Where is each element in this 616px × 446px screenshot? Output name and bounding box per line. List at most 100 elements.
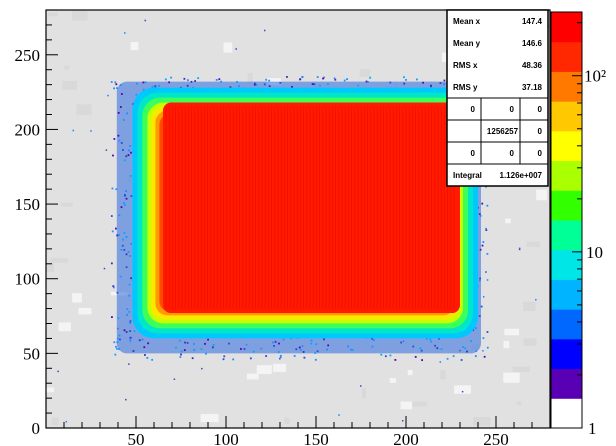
edge-speckle [119, 84, 122, 86]
edge-speckle [474, 355, 477, 358]
edge-speckle [191, 357, 194, 360]
edge-speckle [197, 77, 200, 80]
edge-speckle [466, 350, 468, 353]
noise-block [284, 417, 290, 424]
noise-block [46, 262, 55, 272]
stats-label: Mean x [453, 17, 481, 26]
edge-speckle [115, 345, 117, 348]
edge-speckle [475, 350, 478, 353]
edge-speckle [133, 330, 136, 333]
stats-value: 147.4 [522, 17, 543, 26]
edge-speckle [236, 81, 238, 83]
edge-speckle [220, 80, 223, 83]
noise-block [440, 369, 446, 380]
edge-speckle [403, 82, 406, 85]
stats-grid-cell: 0 [471, 105, 476, 114]
edge-speckle [223, 355, 226, 358]
edge-speckle [481, 202, 484, 205]
edge-speckle [483, 355, 486, 358]
edge-speckle [311, 83, 314, 86]
edge-speckle [193, 348, 196, 351]
palette-frame [550, 11, 583, 429]
palette-cell [551, 130, 582, 162]
edge-speckle [482, 241, 485, 243]
edge-speckle [110, 81, 113, 83]
edge-speckle [175, 346, 177, 349]
edge-speckle [117, 317, 120, 320]
noise-dot [124, 32, 126, 34]
edge-speckle [151, 358, 154, 361]
noise-block [516, 401, 522, 406]
noise-block [523, 338, 537, 346]
edge-speckle [186, 84, 189, 87]
noise-block [51, 417, 59, 426]
noise-dot [359, 385, 362, 387]
palette-cell [551, 398, 582, 429]
edge-speckle [135, 93, 138, 96]
noise-block [503, 341, 510, 349]
edge-speckle [394, 359, 397, 361]
edge-speckle [485, 271, 487, 273]
noise-block [246, 373, 259, 380]
edge-speckle [446, 357, 449, 360]
noise-block [473, 417, 491, 427]
palette-cell [551, 368, 582, 399]
edge-speckle [183, 349, 186, 352]
edge-speckle [438, 337, 440, 340]
edge-speckle [190, 80, 193, 83]
edge-speckle [194, 80, 197, 82]
edge-speckle [126, 314, 128, 316]
edge-speckle [122, 119, 125, 121]
edge-speckle [263, 83, 266, 86]
density-core [163, 102, 460, 314]
edge-speckle [268, 79, 271, 82]
edge-speckle [389, 81, 392, 84]
noise-block [407, 369, 413, 376]
edge-speckle [121, 149, 124, 151]
edge-speckle [252, 350, 255, 353]
edge-speckle [187, 79, 189, 82]
edge-speckle [142, 88, 145, 91]
edge-speckle [421, 359, 423, 362]
edge-speckle [123, 201, 125, 204]
noise-block [505, 218, 511, 224]
edge-speckle [486, 331, 489, 333]
stats-grid-cell: 0 [510, 149, 515, 158]
z-tick-label: 10² [584, 67, 606, 86]
noise-block [536, 189, 547, 201]
edge-speckle [291, 85, 293, 88]
edge-speckle [486, 204, 489, 207]
noise-block [46, 387, 55, 393]
edge-speckle [158, 84, 160, 87]
edge-speckle [462, 346, 464, 348]
stats-grid-cell: 0 [510, 105, 515, 114]
edge-speckle [452, 355, 455, 358]
edge-speckle [460, 359, 463, 361]
edge-speckle [479, 277, 482, 280]
edge-speckle [478, 279, 481, 282]
palette-cell [551, 220, 582, 251]
edge-speckle [125, 197, 128, 200]
noise-block [200, 414, 219, 423]
edge-speckle [414, 355, 417, 358]
stats-grid-cell: 0 [538, 105, 543, 114]
edge-speckle [114, 81, 117, 84]
stats-label: Mean y [453, 39, 481, 48]
edge-speckle [129, 337, 131, 340]
noise-dot [72, 129, 75, 132]
noise-block [60, 202, 73, 207]
edge-speckle [207, 338, 209, 341]
edge-speckle [222, 358, 225, 361]
noise-dot [65, 420, 68, 423]
edge-speckle [118, 139, 121, 142]
edge-speckle [200, 348, 203, 350]
edge-speckle [343, 79, 346, 82]
edge-speckle [205, 352, 207, 355]
edge-speckle [128, 310, 131, 313]
edge-speckle [371, 337, 374, 340]
edge-speckle [319, 84, 321, 87]
noise-dot [482, 296, 485, 298]
edge-speckle [349, 348, 352, 351]
stats-grid-cell: 0 [538, 127, 543, 136]
edge-speckle [123, 159, 126, 162]
